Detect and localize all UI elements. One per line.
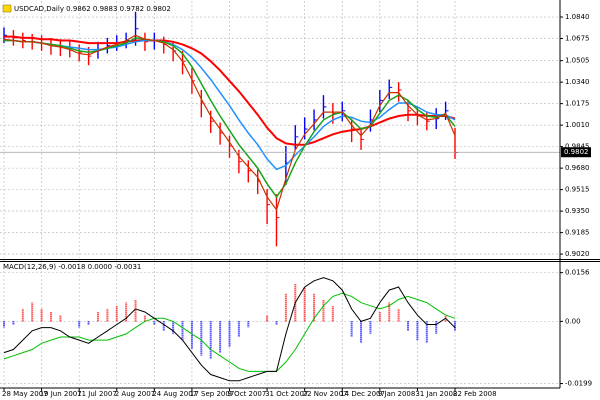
y-tick-label: 0.9680 <box>565 164 590 172</box>
x-tick-label: 22 Feb 2008 <box>453 390 497 398</box>
x-tick-label: 9 Oct 2007 <box>228 390 267 398</box>
moving-average <box>4 35 456 146</box>
y-tick-label: -0.0199 <box>565 380 592 388</box>
y-tick-label: 1.0840 <box>565 13 590 21</box>
x-tick-label: 24 Aug 2007 <box>152 390 197 398</box>
indicator-title: MACD(12,26,9) -0.0018 0.0000 -0.0031 <box>3 263 141 271</box>
symbol-icon <box>2 4 12 13</box>
last-price-label: 0.9802 <box>564 148 589 156</box>
x-tick-label: 19 Jun 2007 <box>40 390 82 398</box>
y-tick-label: 0.0156 <box>565 269 590 277</box>
signal-line <box>3 292 456 372</box>
x-tick-label: 17 Sep 2007 <box>190 390 234 398</box>
moving-average <box>4 37 456 199</box>
y-tick-label: 1.0675 <box>565 35 590 43</box>
y-tick-label: 1.0175 <box>565 100 590 108</box>
y-tick-label: 0.00 <box>565 317 581 325</box>
moving-average <box>3 34 456 212</box>
y-tick-label: 1.0010 <box>565 121 590 129</box>
x-tick-label: 9 Jan 2008 <box>378 390 416 398</box>
last-price-tag <box>561 147 591 158</box>
x-tick-label: 14 Dec 2007 <box>340 390 385 398</box>
y-tick-label: 1.0505 <box>565 57 590 65</box>
y-tick-label: 0.9845 <box>565 143 590 151</box>
macd-line <box>3 277 456 382</box>
moving-average <box>4 39 456 171</box>
y-tick-label: 0.9515 <box>565 186 590 194</box>
y-tick-label: 0.9350 <box>565 207 590 215</box>
x-tick-label: 31 Jan 2008 <box>415 390 457 398</box>
y-tick-label: 1.0340 <box>565 78 590 86</box>
x-tick-label: 28 May 2007 <box>2 390 48 398</box>
chart-title: USDCAD,Daily 0.9862 0.9883 0.9782 0.9802 <box>14 5 171 13</box>
x-tick-label: 11 Jul 2007 <box>77 390 117 398</box>
y-tick-label: 0.9020 <box>565 250 590 258</box>
y-tick-label: 0.9185 <box>565 229 590 237</box>
x-tick-label: 22 Nov 2007 <box>303 390 348 398</box>
x-tick-label: 2 Aug 2007 <box>115 390 155 398</box>
x-tick-label: 31 Oct 2007 <box>265 390 308 398</box>
